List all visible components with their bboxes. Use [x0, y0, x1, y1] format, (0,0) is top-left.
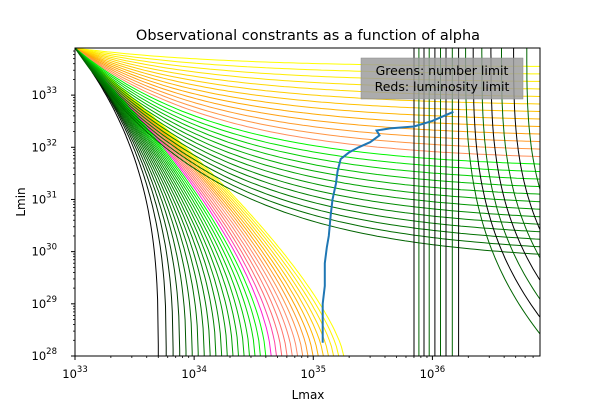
- sloping-curve: [75, 48, 540, 165]
- y-tick-label: 1032: [32, 138, 57, 154]
- steep-curve: [75, 48, 277, 356]
- sloping-curve: [75, 48, 540, 218]
- vertical-curve: [501, 48, 540, 259]
- sloping-curve: [75, 48, 540, 135]
- vertical-curve: [472, 48, 540, 318]
- sloping-curve: [75, 48, 540, 120]
- sloping-curve: [75, 48, 540, 105]
- sloping-curve: [75, 48, 540, 143]
- sloping-curve: [75, 48, 540, 180]
- y-axis-label: Lmin: [14, 187, 28, 216]
- sloping-curve: [75, 48, 540, 127]
- legend-background: [360, 57, 524, 100]
- sloping-curve: [75, 48, 540, 233]
- y-tick-label: 1031: [32, 190, 57, 206]
- sloping-curve: [75, 48, 540, 150]
- y-tick-label: 1033: [32, 86, 57, 102]
- sloping-curve: [75, 48, 540, 173]
- sloping-curve: [75, 48, 540, 225]
- y-tick-label: 1028: [32, 347, 57, 363]
- sloping-curve: [75, 48, 540, 158]
- sloping-curve: [75, 48, 540, 255]
- x-axis-label: Lmax: [292, 388, 325, 400]
- legend-line: Greens: number limit: [376, 63, 509, 78]
- vertical-curve: [490, 48, 540, 282]
- x-tick-label: 1036: [420, 365, 445, 381]
- vertical-curve: [465, 48, 540, 335]
- sloping-curve: [75, 48, 540, 248]
- y-tick-label: 1029: [32, 295, 57, 311]
- x-tick-label: 1033: [62, 365, 87, 381]
- y-axis: 1028 1029 1030 1031 1032 1033: [32, 50, 75, 363]
- sloping-curve: [75, 48, 540, 188]
- boundary-line: [321, 110, 454, 343]
- vertical-curve: [481, 48, 540, 301]
- chart-title: Observational constrants as a function o…: [136, 28, 480, 44]
- vertical-curve: [513, 48, 540, 231]
- x-tick-label: 1034: [181, 365, 206, 381]
- y-tick-label: 1030: [32, 243, 57, 259]
- boundary-layer: [321, 110, 454, 343]
- sloping-curve: [75, 48, 540, 112]
- sloping-curve: [75, 48, 540, 203]
- sloping-curve: [75, 48, 540, 195]
- legend-line: Reds: luminosity limit: [375, 79, 510, 94]
- x-axis: 1033 1034 1035 1036: [62, 356, 534, 381]
- sloping-curve: [75, 48, 540, 210]
- vertical-curve: [526, 48, 540, 192]
- sloping-curve: [75, 48, 540, 240]
- steep-curve: [75, 48, 217, 356]
- x-tick-label: 1035: [301, 365, 326, 381]
